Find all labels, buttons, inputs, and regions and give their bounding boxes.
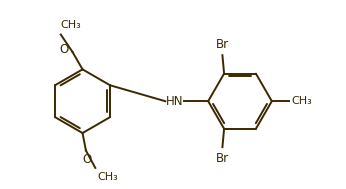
Text: CH₃: CH₃ xyxy=(61,20,82,30)
Text: Br: Br xyxy=(216,38,229,51)
Text: O: O xyxy=(82,153,91,166)
Text: O: O xyxy=(54,18,64,30)
Text: Br: Br xyxy=(216,152,229,165)
Text: CH₃: CH₃ xyxy=(291,96,312,106)
Text: O: O xyxy=(59,43,68,56)
Text: HN: HN xyxy=(166,95,183,108)
Text: CH₃: CH₃ xyxy=(97,172,118,182)
